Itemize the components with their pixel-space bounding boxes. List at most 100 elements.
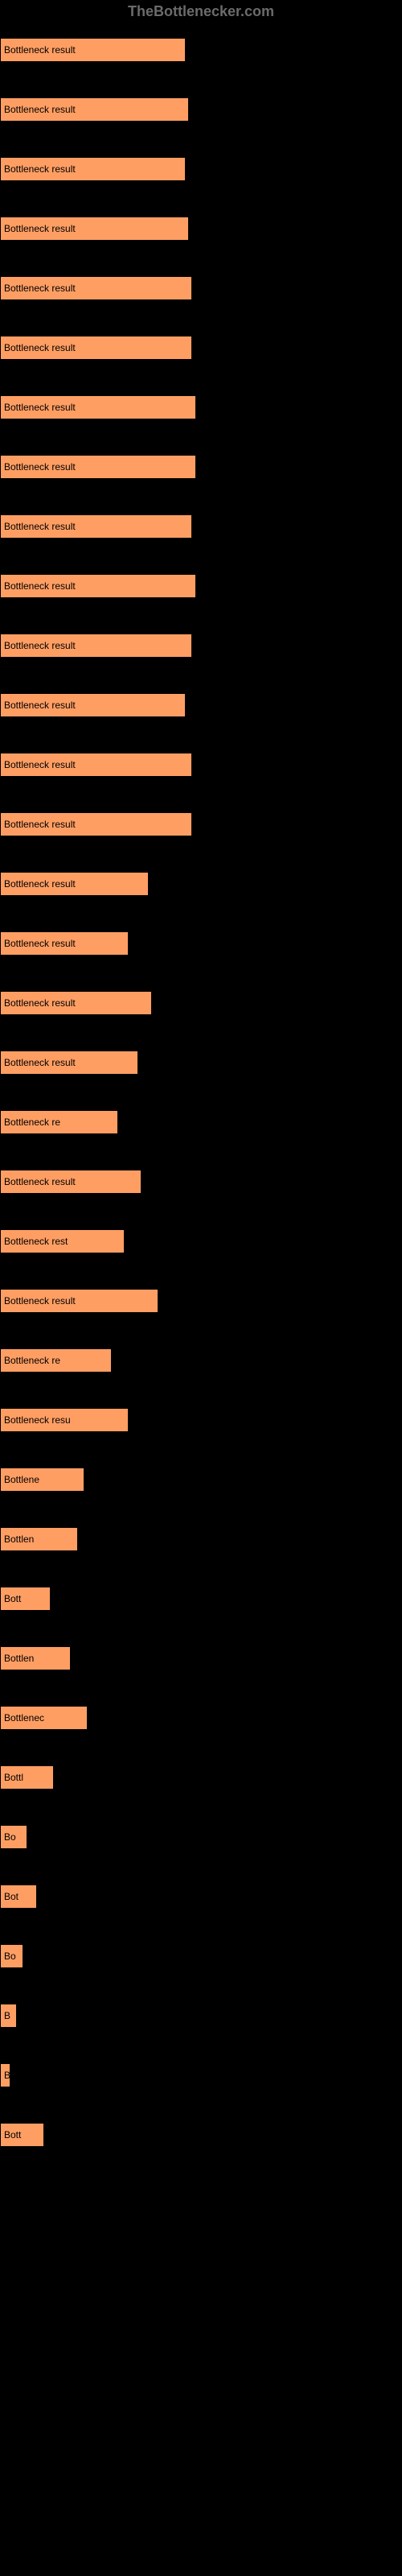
bar-row: Bottleneck result between processor and … (0, 204, 402, 241)
bar-track: Bottleneck result (0, 1289, 402, 1313)
bar-label: Bo (4, 1951, 16, 1962)
bar-row: Bottleneck result between processor and … (0, 1931, 402, 1968)
bar-label: Bottlen (4, 1534, 34, 1545)
bar-row: Bottleneck result between processor and … (0, 1038, 402, 1075)
bar: Bottleneck result (0, 634, 192, 658)
bar-label: Bottleneck result (4, 700, 76, 711)
bar-label: Bottleneck result (4, 878, 76, 890)
bar-label: Bottlen (4, 1653, 34, 1664)
bar-description: Bottleneck result between processor and … (2, 1038, 402, 1047)
bar: Bottleneck result (0, 336, 192, 360)
bar-track: Bottlen (0, 1646, 402, 1670)
bar-label: Bottleneck resu (4, 1414, 71, 1426)
bar: Bottleneck result (0, 991, 152, 1015)
bar-row: Bottleneck result between processor and … (0, 919, 402, 956)
bar-track: B (0, 2004, 402, 2028)
bar-row: Bottleneck result between processor and … (0, 1514, 402, 1551)
bar-description: Bottleneck result between processor and … (2, 1097, 402, 1107)
bar-row: Bottleneck result between processor and … (0, 1395, 402, 1432)
bar-track: Bottleneck result (0, 455, 402, 479)
bar: Bot (0, 1885, 37, 1909)
watermark: TheBottlenecker.com (0, 0, 402, 25)
bar-label: Bo (4, 1831, 16, 1843)
bar-row: Bottleneck result between processor and … (0, 561, 402, 598)
bar-track: Bottleneck result (0, 276, 402, 300)
bar-track: Bottleneck result (0, 1170, 402, 1194)
bar-description: Bottleneck result between processor and … (2, 1276, 402, 1286)
bar-description: Bottleneck result between processor and … (2, 1872, 402, 1881)
bar-track: Bottleneck result (0, 693, 402, 717)
bar-track: Bot (0, 1885, 402, 1909)
bar: Bottleneck rest (0, 1229, 125, 1253)
bar-label: Bottleneck result (4, 104, 76, 115)
bar-track: Bottleneck result (0, 336, 402, 360)
bar-description: Bottleneck result between processor and … (2, 1395, 402, 1405)
bar: Bottlen (0, 1527, 78, 1551)
bar-label: Bottl (4, 1772, 23, 1783)
bar: Bottleneck result (0, 97, 189, 122)
bar: Bottleneck result (0, 455, 196, 479)
bar-label: Bottlenec (4, 1712, 44, 1724)
bar-label: Bottleneck result (4, 640, 76, 651)
bar-track: Bottleneck result (0, 97, 402, 122)
bar-track: Bottleneck re (0, 1110, 402, 1134)
bar-description: Bottleneck result between processor and … (2, 382, 402, 392)
bar-label: B (4, 2070, 10, 2081)
bar-label: Bottleneck result (4, 1295, 76, 1307)
bar-track: Bottleneck result (0, 574, 402, 598)
bar-row: Bottleneck result between processor and … (0, 2050, 402, 2087)
bar: Bottleneck result (0, 1289, 158, 1313)
bar-label: Bottleneck result (4, 402, 76, 413)
bar: Bottlene (0, 1468, 84, 1492)
bar-label: B (4, 2010, 10, 2021)
bar-label: Bottleneck result (4, 997, 76, 1009)
bar-row: Bottleneck result between processor and … (0, 799, 402, 836)
bar: Bottleneck result (0, 217, 189, 241)
bar-label: Bottleneck result (4, 819, 76, 830)
bar-row: Bottleneck result between processor and … (0, 1335, 402, 1373)
bar-label: Bottleneck result (4, 938, 76, 949)
bar-track: Bottleneck result (0, 157, 402, 181)
bar-row: Bottleneck result between processor and … (0, 2110, 402, 2147)
bar: Bottleneck re (0, 1348, 112, 1373)
bar: Bottleneck resu (0, 1408, 129, 1432)
bar-row: Bottleneck result between processor and … (0, 502, 402, 539)
bar-track: Bottleneck resu (0, 1408, 402, 1432)
bar: Bottleneck result (0, 157, 186, 181)
bar: Bottlen (0, 1646, 71, 1670)
bar-label: Bottleneck result (4, 580, 76, 592)
bar-description: Bottleneck result between processor and … (2, 1812, 402, 1822)
bar-track: Bottleneck result (0, 1051, 402, 1075)
bar-description: Bottleneck result between processor and … (2, 561, 402, 571)
bar: Bottleneck result (0, 395, 196, 419)
bar-track: Bottleneck result (0, 753, 402, 777)
bar-track: Bottlene (0, 1468, 402, 1492)
bar: Bottleneck result (0, 574, 196, 598)
bar: Bottleneck result (0, 872, 149, 896)
bar-label: Bottleneck result (4, 759, 76, 770)
bar: B (0, 2004, 17, 2028)
bar-row: Bottleneck result between processor and … (0, 442, 402, 479)
bar-label: Bot (4, 1891, 18, 1902)
bar-row: Bottleneck result between processor and … (0, 1276, 402, 1313)
bar-description: Bottleneck result between processor and … (2, 1574, 402, 1583)
bar-description: Bottleneck result between processor and … (2, 85, 402, 94)
bar: Bottleneck result (0, 693, 186, 717)
bar-description: Bottleneck result between processor and … (2, 1157, 402, 1166)
bar-description: Bottleneck result between processor and … (2, 799, 402, 809)
bar-row: Bottleneck result between processor and … (0, 144, 402, 181)
bar-track: Bo (0, 1944, 402, 1968)
bar-track: Bottleneck result (0, 217, 402, 241)
bar-description: Bottleneck result between processor and … (2, 1216, 402, 1226)
bar-label: Bott (4, 1593, 21, 1604)
bar-description: Bottleneck result between processor and … (2, 740, 402, 749)
bar-description: Bottleneck result between processor and … (2, 1752, 402, 1762)
bar-description: Bottleneck result between processor and … (2, 204, 402, 213)
bar-description: Bottleneck result between processor and … (2, 859, 402, 869)
bar: Bottleneck result (0, 753, 192, 777)
bar-track: Bottlen (0, 1527, 402, 1551)
bar-row: Bottleneck result between processor and … (0, 1455, 402, 1492)
bar: Bottleneck re (0, 1110, 118, 1134)
bar-description: Bottleneck result between processor and … (2, 1455, 402, 1464)
bar-row: Bottleneck result between processor and … (0, 740, 402, 777)
